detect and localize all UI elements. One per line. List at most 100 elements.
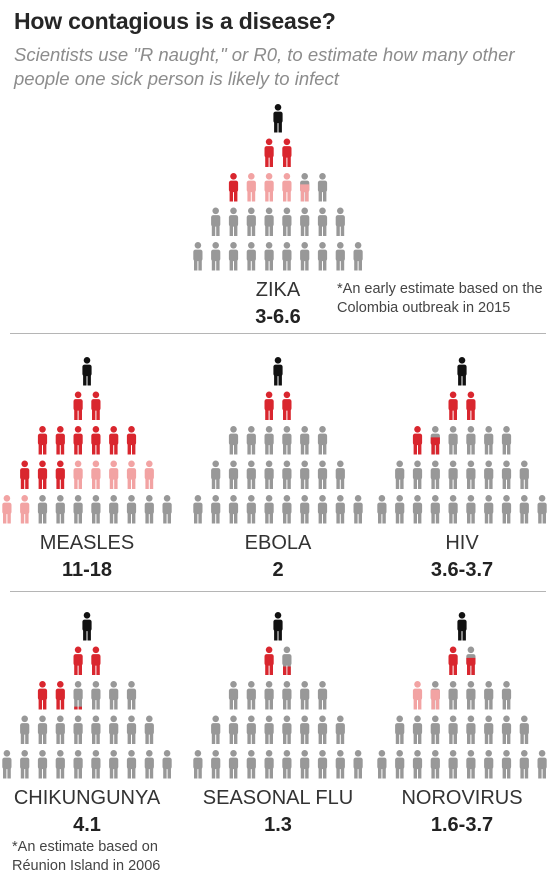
- infected-person-icon: [37, 681, 48, 710]
- source-person-icon: [273, 104, 283, 133]
- uninfected-person-icon: [501, 681, 512, 710]
- uninfected-person-icon: [37, 495, 48, 524]
- uninfected-person-icon: [228, 681, 239, 710]
- possibly-infected-person-icon: [20, 495, 30, 524]
- uninfected-person-icon: [317, 460, 328, 489]
- uninfected-person-icon: [519, 460, 529, 489]
- uninfected-person-icon: [317, 207, 328, 236]
- uninfected-person-icon: [466, 681, 476, 710]
- possibly-infected-person-icon: [282, 173, 292, 202]
- uninfected-person-icon: [144, 750, 154, 779]
- possibly-infected-person-icon: [73, 460, 83, 489]
- uninfected-person-icon: [466, 495, 476, 524]
- uninfected-person-icon: [211, 750, 221, 779]
- uninfected-person-icon: [395, 715, 405, 744]
- partially-infected-person-icon: [73, 681, 83, 710]
- uninfected-person-icon: [300, 460, 310, 489]
- uninfected-person-icon: [335, 242, 345, 271]
- infected-person-icon: [55, 426, 65, 455]
- uninfected-person-icon: [264, 460, 274, 489]
- uninfected-person-icon: [300, 495, 310, 524]
- uninfected-person-icon: [282, 750, 292, 779]
- partially-infected-person-icon: [430, 426, 440, 455]
- uninfected-person-icon: [317, 495, 328, 524]
- uninfected-person-icon: [335, 495, 345, 524]
- uninfected-person-icon: [91, 681, 101, 710]
- possibly-infected-person-icon: [91, 460, 101, 489]
- possibly-infected-person-icon: [2, 495, 12, 524]
- uninfected-person-icon: [37, 750, 48, 779]
- r0-value-norovirus: 1.6-3.7: [431, 814, 493, 836]
- uninfected-person-icon: [126, 681, 137, 710]
- uninfected-person-icon: [228, 495, 239, 524]
- r0-value-hiv: 3.6-3.7: [431, 559, 493, 581]
- uninfected-person-icon: [537, 750, 547, 779]
- uninfected-person-icon: [109, 495, 119, 524]
- uninfected-person-icon: [430, 460, 440, 489]
- disease-name-chikungunya: CHIKUNGUNYA: [14, 787, 161, 809]
- possibly-infected-person-icon: [126, 460, 137, 489]
- uninfected-person-icon: [448, 715, 458, 744]
- uninfected-person-icon: [228, 460, 239, 489]
- uninfected-person-icon: [264, 207, 274, 236]
- source-person-icon: [273, 357, 283, 386]
- uninfected-person-icon: [91, 495, 101, 524]
- page-subtitle: Scientists use "R naught," or R0, to est…: [14, 44, 515, 89]
- divider-top: [10, 333, 546, 334]
- uninfected-person-icon: [126, 495, 137, 524]
- uninfected-person-icon: [264, 681, 274, 710]
- uninfected-person-icon: [300, 242, 310, 271]
- r0-value-zika: 3-6.6: [255, 306, 301, 328]
- uninfected-person-icon: [335, 750, 345, 779]
- infected-person-icon: [282, 391, 292, 420]
- uninfected-person-icon: [109, 750, 119, 779]
- uninfected-person-icon: [466, 750, 476, 779]
- uninfected-person-icon: [466, 460, 476, 489]
- uninfected-person-icon: [211, 207, 221, 236]
- uninfected-person-icon: [228, 207, 239, 236]
- source-person-icon: [82, 612, 92, 641]
- uninfected-person-icon: [282, 426, 292, 455]
- uninfected-person-icon: [317, 426, 328, 455]
- uninfected-person-icon: [193, 495, 203, 524]
- uninfected-person-icon: [448, 750, 458, 779]
- uninfected-person-icon: [300, 207, 310, 236]
- infected-person-icon: [91, 391, 101, 420]
- uninfected-person-icon: [282, 681, 292, 710]
- uninfected-person-icon: [37, 715, 48, 744]
- infected-person-icon: [73, 646, 83, 675]
- infected-person-icon: [55, 460, 65, 489]
- uninfected-person-icon: [353, 750, 363, 779]
- uninfected-person-icon: [162, 750, 172, 779]
- disease-name-zika: ZIKA: [256, 279, 301, 301]
- possibly-infected-person-icon: [109, 460, 119, 489]
- uninfected-person-icon: [353, 495, 363, 524]
- uninfected-person-icon: [2, 750, 12, 779]
- source-person-icon: [457, 357, 467, 386]
- uninfected-person-icon: [228, 426, 239, 455]
- infected-person-icon: [91, 426, 101, 455]
- uninfected-person-icon: [430, 715, 440, 744]
- possibly-infected-person-icon: [300, 173, 310, 202]
- uninfected-person-icon: [448, 460, 458, 489]
- uninfected-person-icon: [519, 750, 529, 779]
- infected-person-icon: [109, 426, 119, 455]
- pyramid-chikungunya: [2, 612, 172, 779]
- r0-value-ebola: 2: [272, 559, 283, 581]
- uninfected-person-icon: [448, 426, 458, 455]
- uninfected-person-icon: [353, 242, 363, 271]
- uninfected-person-icon: [91, 750, 101, 779]
- uninfected-person-icon: [537, 495, 547, 524]
- uninfected-person-icon: [211, 495, 221, 524]
- uninfected-person-icon: [519, 495, 529, 524]
- uninfected-person-icon: [300, 715, 310, 744]
- uninfected-person-icon: [282, 715, 292, 744]
- uninfected-person-icon: [264, 495, 274, 524]
- r0-value-measles: 11-18: [62, 559, 112, 581]
- uninfected-person-icon: [282, 460, 292, 489]
- uninfected-person-icon: [466, 426, 476, 455]
- uninfected-person-icon: [484, 426, 494, 455]
- r0-value-seasonal-flu: 1.3: [264, 814, 292, 836]
- uninfected-person-icon: [448, 495, 458, 524]
